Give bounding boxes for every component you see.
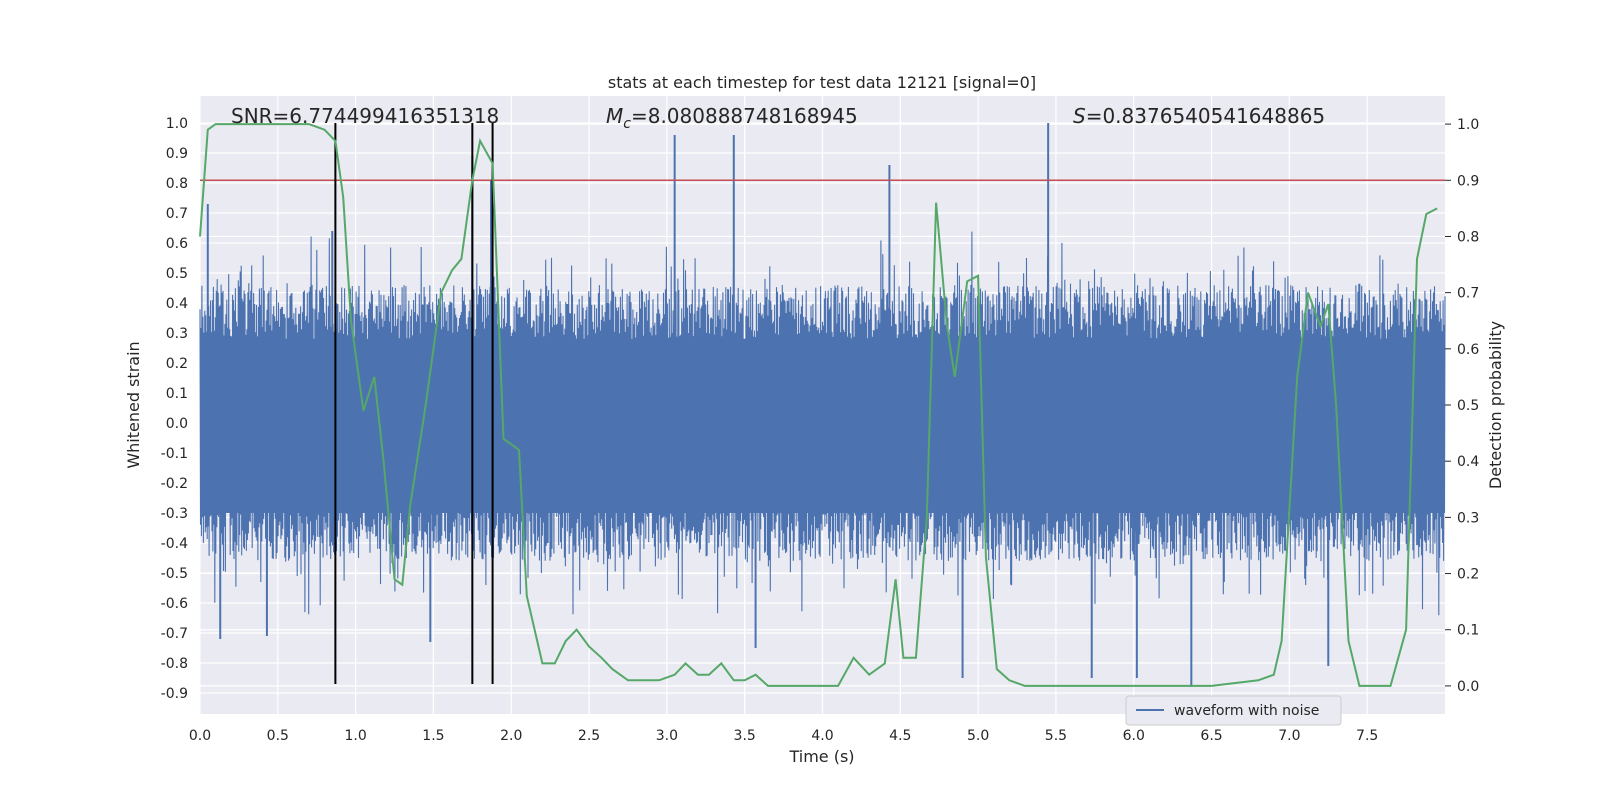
y2-tick-label: 0.9 <box>1457 173 1479 189</box>
y2-tick-label: 1.0 <box>1457 117 1479 133</box>
y-tick-label: 0.9 <box>166 146 188 162</box>
y-tick-label: 0.3 <box>166 326 188 342</box>
mc-annotation: Mc=8.080888748168945 <box>606 104 858 132</box>
x-tick-label: 2.0 <box>500 728 522 744</box>
x-tick-label: 4.0 <box>811 728 833 744</box>
y2-tick-label: 0.7 <box>1457 286 1479 302</box>
y-tick-label: -0.4 <box>161 536 188 552</box>
legend-box <box>1125 695 1342 726</box>
y2-tick-label: 0.2 <box>1457 567 1479 583</box>
s-annotation: S=0.8376540541648865 <box>1073 104 1325 128</box>
x-tick-label: 1.5 <box>422 728 444 744</box>
y-tick-label: 0.0 <box>166 416 188 432</box>
x-tick-label: 5.5 <box>1045 728 1067 744</box>
y-tick-label: 0.7 <box>166 206 188 222</box>
y2-tick-label: 0.6 <box>1457 342 1479 358</box>
y2-tick-label: 0.1 <box>1457 623 1479 639</box>
y-tick-label: 0.2 <box>166 356 188 372</box>
s-symbol: S <box>1073 104 1086 128</box>
mc-subscript: c <box>623 116 631 132</box>
y-tick-label: 0.1 <box>166 386 188 402</box>
vertical-marker-lines <box>334 123 494 684</box>
legend: waveform with noise <box>1125 695 1342 726</box>
mc-symbol: M <box>606 104 623 128</box>
y-tick-label: -0.2 <box>161 476 188 492</box>
x-tick-label: 4.5 <box>889 728 911 744</box>
y-tick-label: -0.3 <box>161 506 188 522</box>
y-tick-label: 0.5 <box>166 266 188 282</box>
y-tick-label: -0.5 <box>161 566 188 582</box>
y-tick-label: -0.8 <box>161 656 188 672</box>
probability-series <box>199 123 1438 687</box>
x-tick-label: 3.5 <box>734 728 756 744</box>
x-tick-label: 6.5 <box>1200 728 1222 744</box>
waveform-core <box>200 345 1445 513</box>
y-tick-label: 1.0 <box>166 116 188 132</box>
y-tick-label: 0.4 <box>166 296 188 312</box>
waveform-series <box>199 123 1446 687</box>
y2-tick-label: 0.3 <box>1457 510 1479 526</box>
y-tick-label: 0.8 <box>166 176 188 192</box>
x-tick-label: 3.0 <box>656 728 678 744</box>
y-tick-label: -0.6 <box>161 596 188 612</box>
y-tick-label: -0.1 <box>161 446 188 462</box>
legend-entry: waveform with noise <box>1174 703 1319 719</box>
y-axis-ticks: 1.0 0.9 0.8 0.7 0.6 0.5 0.4 0.3 0.2 0.1 0.0 -0.1 -0.… <box>161 116 188 702</box>
y2-axis-ticks: 1.0 0.9 0.8 0.7 0.6 0.5 0.4 0.3 0.2 0.1 0.0 <box>1445 117 1479 695</box>
x-tick-label: 2.5 <box>578 728 600 744</box>
x-tick-label: 1.0 <box>344 728 366 744</box>
y2-tick-label: 0.5 <box>1457 398 1479 414</box>
x-tick-label: 0.5 <box>267 728 289 744</box>
y2-tick-label: 0.4 <box>1457 454 1479 470</box>
y-axis-label: Whitened strain <box>124 341 143 468</box>
x-tick-label: 5.0 <box>967 728 989 744</box>
mc-value: =8.080888748168945 <box>631 104 858 128</box>
y-tick-label: 0.6 <box>166 236 188 252</box>
y2-axis-label: Detection probability <box>1486 321 1505 489</box>
y-tick-label: -0.9 <box>161 686 188 702</box>
x-tick-label: 6.0 <box>1123 728 1145 744</box>
probability-line <box>199 123 1438 687</box>
x-tick-label: 7.5 <box>1356 728 1378 744</box>
x-tick-label: 0.0 <box>189 728 211 744</box>
y2-tick-label: 0.0 <box>1457 679 1479 695</box>
snr-annotation: SNR=6.774499416351318 <box>231 104 499 128</box>
x-axis-ticks: 0.0 0.5 1.0 1.5 2.0 2.5 3.0 3.5 4.0 4.5 5.0 5.5 6.0 6… <box>189 728 1378 744</box>
chart-title: stats at each timestep for test data 121… <box>608 73 1036 92</box>
y2-tick-label: 0.8 <box>1457 229 1479 245</box>
y-tick-label: -0.7 <box>161 626 188 642</box>
x-axis-label: Time (s) <box>788 747 854 766</box>
x-tick-label: 7.0 <box>1278 728 1300 744</box>
s-value: =0.8376540541648865 <box>1086 104 1325 128</box>
